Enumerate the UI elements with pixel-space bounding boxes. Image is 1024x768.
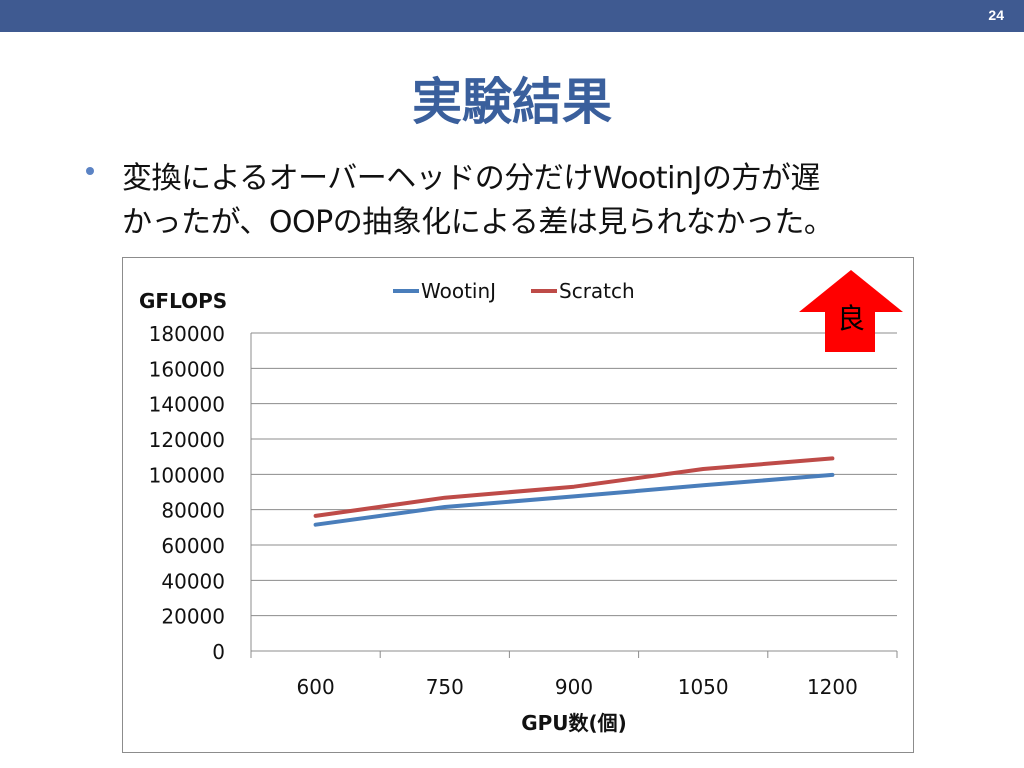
slide-title: 実験結果 — [412, 73, 612, 131]
legend-label: WootinJ — [421, 279, 496, 303]
y-tick-label: 100000 — [149, 463, 225, 487]
x-tick-label: 1050 — [678, 675, 729, 699]
y-tick-label: 80000 — [161, 499, 225, 523]
y-tick-label: 0 — [212, 640, 225, 664]
y-axis-title: GFLOPS — [139, 289, 227, 313]
y-tick-label: 120000 — [149, 428, 225, 452]
chart-frame: 0 20000 40000 60000 80000 100000 120000 140000 1… — [122, 257, 914, 753]
x-tick-label: 900 — [555, 675, 593, 699]
y-tick-label: 40000 — [161, 569, 225, 593]
x-tick-label: 1200 — [807, 675, 858, 699]
bullet-text: 変換によるオーバーヘッドの分だけWootinJの方が遅 かったが、OOPの抽象化… — [122, 157, 942, 245]
y-tick-label: 160000 — [149, 357, 225, 381]
x-tick-label: 600 — [297, 675, 335, 699]
legend-label: Scratch — [559, 279, 635, 303]
slide-number: 24 — [988, 7, 1004, 23]
y-tick-label: 60000 — [161, 534, 225, 558]
y-tick-label: 180000 — [149, 322, 225, 346]
bullet-marker — [86, 167, 94, 175]
x-axis-title: GPU数(個) — [521, 711, 627, 735]
y-tick-label: 20000 — [161, 605, 225, 629]
bullet-line-1: 変換によるオーバーヘッドの分だけWootinJの方が遅 — [122, 161, 820, 196]
bullet-line-2: かったが、OOPの抽象化による差は見られなかった。 — [122, 205, 834, 240]
up-arrow-icon — [799, 270, 903, 352]
line-chart: 0 20000 40000 60000 80000 100000 120000 140000 1… — [139, 279, 898, 735]
series-line-scratch — [313, 456, 835, 518]
good-label: 良 — [836, 302, 865, 335]
y-tick-label: 140000 — [149, 393, 225, 417]
top-bar — [0, 0, 1024, 32]
series-line-wootinj — [313, 472, 835, 527]
x-tick-label: 750 — [426, 675, 464, 699]
